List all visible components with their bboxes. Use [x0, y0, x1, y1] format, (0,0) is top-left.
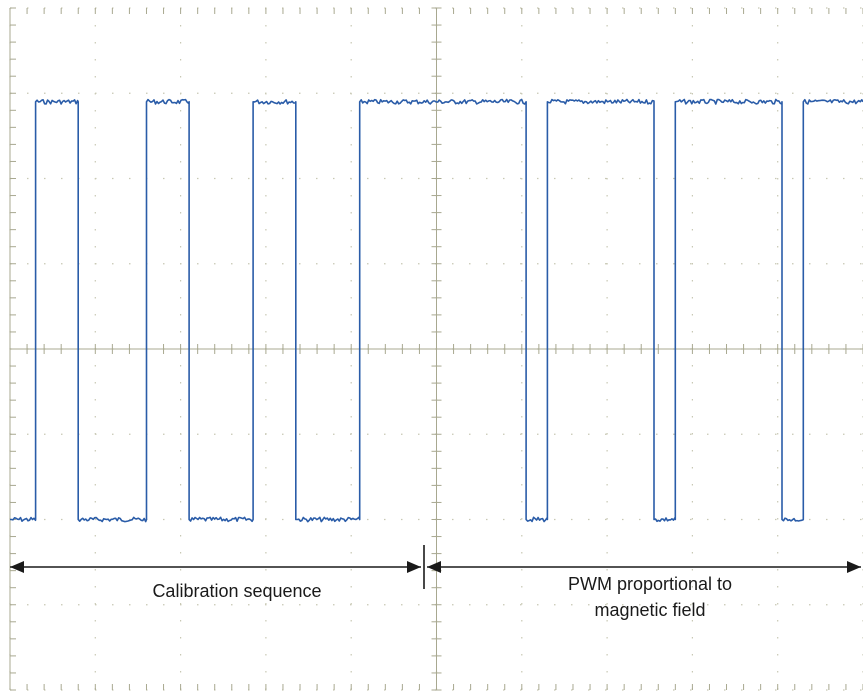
annotations: Calibration sequence PWM proportional to…	[10, 545, 861, 620]
arrow-head-right	[407, 561, 421, 573]
arrow-head-right	[847, 561, 861, 573]
signal-trace	[10, 98, 863, 523]
arrow-head-left	[10, 561, 24, 573]
calibration-sequence-label: Calibration sequence	[152, 581, 321, 601]
pwm-label-line2: magnetic field	[594, 600, 705, 620]
trace-path	[10, 98, 863, 523]
center-axes	[9, 7, 863, 691]
arrow-head-left	[427, 561, 441, 573]
pwm-label-line1: PWM proportional to	[568, 574, 732, 594]
